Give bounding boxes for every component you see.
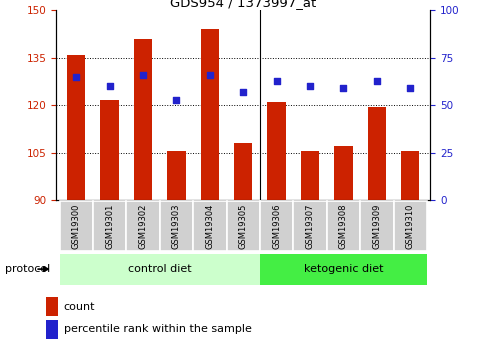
FancyBboxPatch shape — [260, 201, 293, 251]
Text: GSM19305: GSM19305 — [238, 203, 247, 249]
Point — [239, 89, 246, 95]
Bar — [46, 297, 58, 316]
Point — [105, 83, 113, 89]
Bar — [234, 143, 252, 200]
Point — [339, 86, 346, 91]
FancyBboxPatch shape — [126, 201, 160, 251]
FancyBboxPatch shape — [360, 201, 393, 251]
Point — [172, 97, 180, 102]
Text: GSM19303: GSM19303 — [172, 203, 181, 249]
FancyBboxPatch shape — [293, 201, 326, 251]
Text: GSM19302: GSM19302 — [138, 203, 147, 249]
FancyBboxPatch shape — [60, 201, 93, 251]
Text: protocol: protocol — [5, 264, 50, 274]
Point — [372, 78, 380, 83]
FancyBboxPatch shape — [193, 201, 226, 251]
Point — [305, 83, 313, 89]
Bar — [267, 102, 285, 200]
Point — [272, 78, 280, 83]
Title: GDS954 / 1373997_at: GDS954 / 1373997_at — [170, 0, 316, 9]
FancyBboxPatch shape — [226, 201, 260, 251]
Text: GSM19304: GSM19304 — [205, 203, 214, 249]
Bar — [400, 151, 419, 200]
FancyBboxPatch shape — [93, 201, 126, 251]
FancyBboxPatch shape — [160, 201, 193, 251]
Text: ketogenic diet: ketogenic diet — [303, 264, 383, 274]
Point — [139, 72, 147, 78]
Point — [406, 86, 413, 91]
Bar — [101, 100, 119, 200]
Text: GSM19310: GSM19310 — [405, 203, 414, 249]
Bar — [167, 151, 185, 200]
Text: GSM19309: GSM19309 — [372, 203, 381, 249]
Text: control diet: control diet — [128, 264, 191, 274]
Bar — [200, 29, 219, 200]
Text: GSM19308: GSM19308 — [338, 203, 347, 249]
FancyBboxPatch shape — [326, 201, 360, 251]
FancyBboxPatch shape — [60, 254, 260, 285]
Text: GSM19306: GSM19306 — [272, 203, 281, 249]
Bar — [334, 146, 352, 200]
Point — [72, 74, 80, 80]
Bar — [46, 320, 58, 339]
Bar — [300, 151, 319, 200]
Point — [205, 72, 213, 78]
Text: percentile rank within the sample: percentile rank within the sample — [63, 325, 251, 334]
Text: count: count — [63, 302, 95, 312]
FancyBboxPatch shape — [393, 201, 426, 251]
Text: GSM19307: GSM19307 — [305, 203, 314, 249]
Text: GSM19300: GSM19300 — [72, 203, 81, 249]
FancyBboxPatch shape — [260, 254, 426, 285]
Text: GSM19301: GSM19301 — [105, 203, 114, 249]
Bar — [67, 55, 85, 200]
Bar — [134, 39, 152, 200]
Bar — [367, 107, 385, 200]
